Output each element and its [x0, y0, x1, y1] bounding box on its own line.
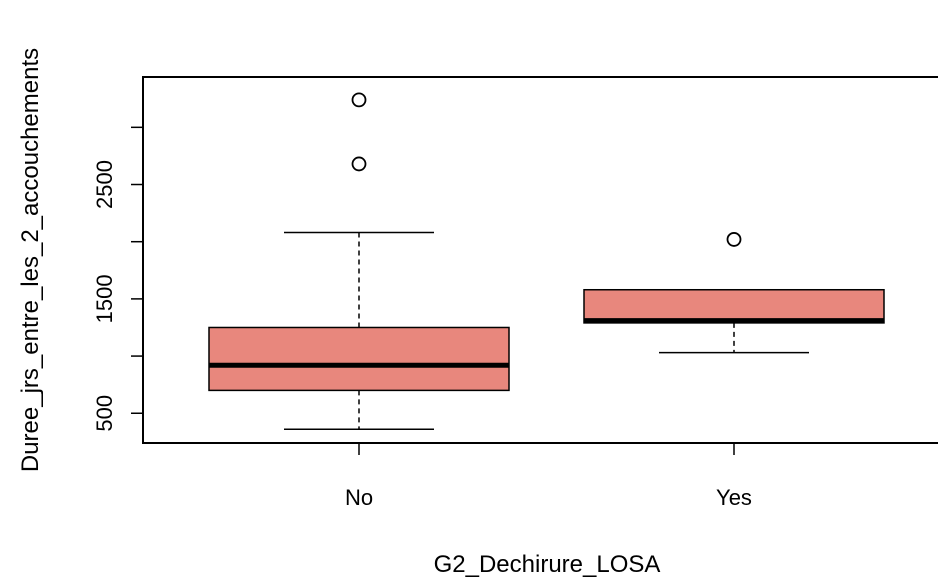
iqr-box — [208, 326, 510, 392]
x-axis: No Yes — [345, 443, 752, 510]
box-yes — [583, 232, 885, 354]
outlier-point — [726, 232, 742, 247]
plot-frame — [142, 76, 938, 444]
outlier-point — [351, 156, 367, 172]
y-tick-label: 500 — [92, 395, 117, 432]
box-no — [208, 92, 510, 431]
iqr-box — [583, 288, 885, 324]
boxes — [208, 92, 885, 431]
y-tick-label: 2500 — [92, 160, 117, 209]
y-axis: 500 1500 2500 — [92, 126, 143, 432]
x-tick-label: No — [345, 485, 373, 510]
y-tick-label: 1500 — [92, 274, 117, 323]
plot-border — [142, 76, 938, 444]
y-axis-title: Duree_jrs_entre_les_2_accouchements — [17, 48, 44, 472]
outlier-point — [351, 92, 367, 108]
x-tick-label: Yes — [716, 485, 752, 510]
x-axis-title: G2_Dechirure_LOSA — [434, 551, 661, 578]
